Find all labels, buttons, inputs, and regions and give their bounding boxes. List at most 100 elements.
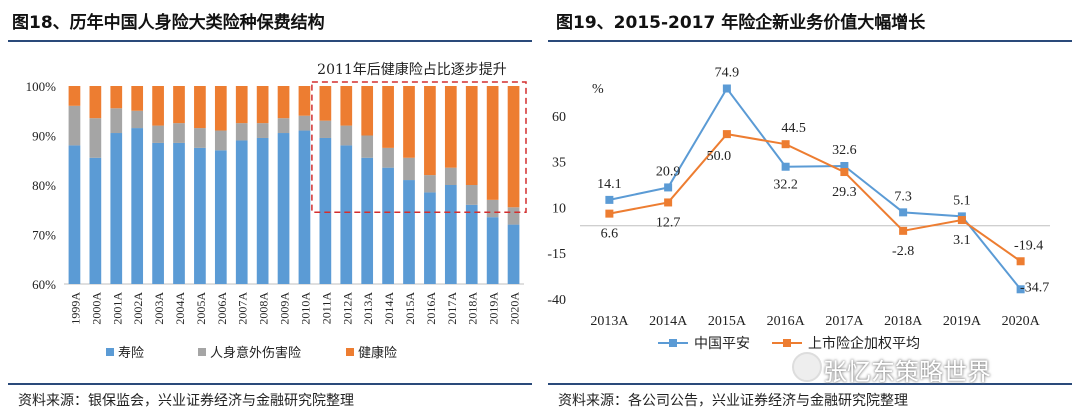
bar-segment-health (444, 86, 457, 168)
y-tick-label: 100% (26, 79, 57, 94)
bar-segment-accident (340, 125, 353, 146)
bar-segment-health (424, 86, 436, 176)
bar-segment-accident (68, 105, 81, 146)
x-tick-label: 2005A (194, 292, 208, 325)
stacked-bar-chart: 60% 70% 80% 90% 100% 1999A 2000A 2001A 2002A 2003… (26, 60, 527, 361)
bar-segment-life (319, 137, 332, 284)
bar-segment-health (382, 86, 394, 148)
bar-segment-life (214, 150, 227, 284)
bar-segment-health (152, 86, 164, 126)
data-point (899, 226, 908, 235)
x-tick-label: 2012A (340, 292, 354, 325)
bar-segment-life (382, 167, 394, 284)
x-tick-label: 2018A (884, 314, 923, 329)
bar-segment-life (444, 185, 457, 284)
bar-segment-life (152, 142, 164, 284)
source-rule (548, 383, 1072, 385)
data-point (722, 84, 731, 93)
x-tick-label: 2016A (424, 292, 438, 325)
bar-segment-accident (277, 118, 290, 134)
bar-segment-health (68, 86, 81, 106)
data-point (605, 209, 614, 218)
bar-segment-health (361, 86, 374, 136)
data-point (781, 140, 790, 149)
left-figure: 图18、历年中国人身险大类险种保费结构 60% 70% 80% 90% 100% 1999… (8, 13, 532, 409)
data-label: 32.6 (832, 143, 857, 158)
data-point (840, 161, 849, 170)
x-tick-label: 2013A (361, 292, 375, 325)
series-line (609, 133, 1022, 263)
legend-label: 上市险企加权平均 (808, 335, 920, 352)
bar-segment-accident (89, 118, 102, 158)
x-tick-label: 2001A (110, 292, 124, 325)
bar-segment-accident (235, 123, 248, 141)
data-point (840, 168, 849, 177)
data-label: -34.7 (1020, 280, 1049, 295)
data-point (1016, 257, 1025, 266)
bar-segment-health (319, 86, 332, 121)
x-tick-label: 2014A (382, 292, 396, 325)
data-label: 50.0 (707, 149, 732, 164)
data-point (1016, 285, 1025, 294)
data-label: 5.1 (953, 193, 971, 208)
bar-segment-life (110, 133, 123, 284)
bar-segment-health (298, 86, 311, 116)
bar-segment-accident (465, 185, 478, 205)
data-point (781, 162, 790, 171)
bar-segment-life (340, 145, 353, 284)
x-tick-label: 2000A (89, 292, 103, 325)
bar-segment-accident (382, 147, 394, 168)
data-point (899, 208, 908, 217)
x-tick-label: 2009A (278, 292, 292, 325)
data-label: 7.3 (894, 189, 912, 204)
x-tick-label: 2018A (466, 292, 480, 325)
data-label: 12.7 (656, 215, 681, 230)
figure-title: 图18、历年中国人身险大类险种保费结构 (12, 13, 325, 33)
data-point (722, 130, 731, 139)
legend-marker (669, 339, 677, 347)
bar-segment-life (403, 180, 415, 284)
bar-segment-life (256, 137, 269, 284)
bar-segment-health (465, 86, 478, 185)
x-tick-label: 2007A (236, 292, 250, 325)
data-label: 74.9 (715, 66, 740, 81)
bar-segment-life (507, 224, 520, 284)
y-tick-label: 60 (552, 110, 566, 125)
data-label: -2.8 (892, 244, 914, 259)
bar-segment-health (131, 86, 144, 111)
bar-segment-life (235, 140, 248, 284)
y-tick-label: 35 (552, 156, 566, 171)
y-tick-label: -40 (547, 293, 566, 308)
bar-segment-life (486, 217, 499, 284)
data-label: 3.1 (953, 233, 971, 248)
data-point (605, 195, 614, 204)
bar-segment-health (256, 86, 269, 124)
x-tick-label: 1999A (68, 292, 82, 325)
bar-segment-health (277, 86, 290, 119)
data-label: 44.5 (781, 121, 806, 136)
bar-segment-accident (424, 175, 436, 193)
x-tick-label: 2008A (257, 292, 271, 325)
title-rule (548, 40, 1072, 42)
x-tick-label: 2020A (508, 292, 522, 325)
bar-segment-life (68, 145, 81, 284)
x-tick-label: 2013A (590, 314, 629, 329)
source-note: 资料来源：银保监会，兴业证券经济与金融研究院整理 (18, 393, 354, 409)
bar-segment-health (403, 86, 415, 158)
bar-segment-accident (214, 130, 227, 151)
data-label: 14.1 (597, 177, 622, 192)
legend-swatch (346, 348, 354, 356)
bar-segment-accident (256, 123, 269, 138)
bar-segment-life (424, 192, 436, 284)
bar-segment-accident (152, 125, 164, 143)
figure-title: 图19、2015-2017 年险企新业务价值大幅增长 (556, 13, 926, 33)
bar-segment-life (277, 133, 290, 284)
legend-swatch (106, 348, 114, 356)
x-tick-label: 2002A (131, 292, 145, 325)
highlight-box (311, 81, 527, 213)
legend-label: 健康险 (358, 345, 397, 361)
unit-label: % (592, 82, 604, 97)
bar-segment-life (131, 128, 144, 284)
x-tick-label: 2016A (767, 314, 806, 329)
legend-marker (783, 339, 791, 347)
